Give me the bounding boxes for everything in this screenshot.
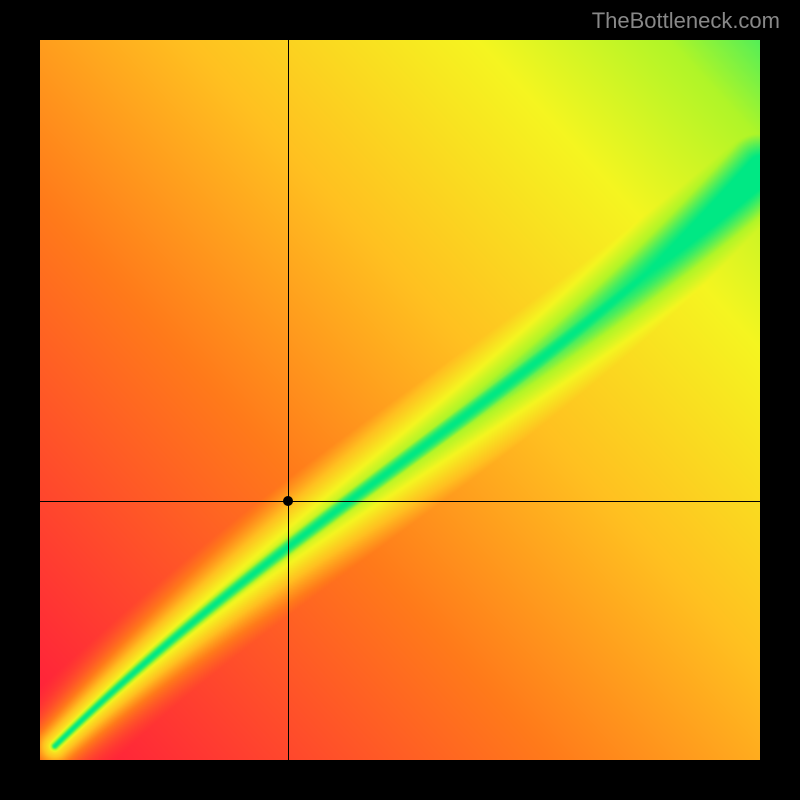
crosshair-marker [283, 496, 293, 506]
watermark-text: TheBottleneck.com [592, 8, 780, 34]
heatmap-chart [40, 40, 760, 760]
heatmap-canvas [40, 40, 760, 760]
crosshair-vertical [288, 40, 289, 760]
crosshair-horizontal [40, 501, 760, 502]
